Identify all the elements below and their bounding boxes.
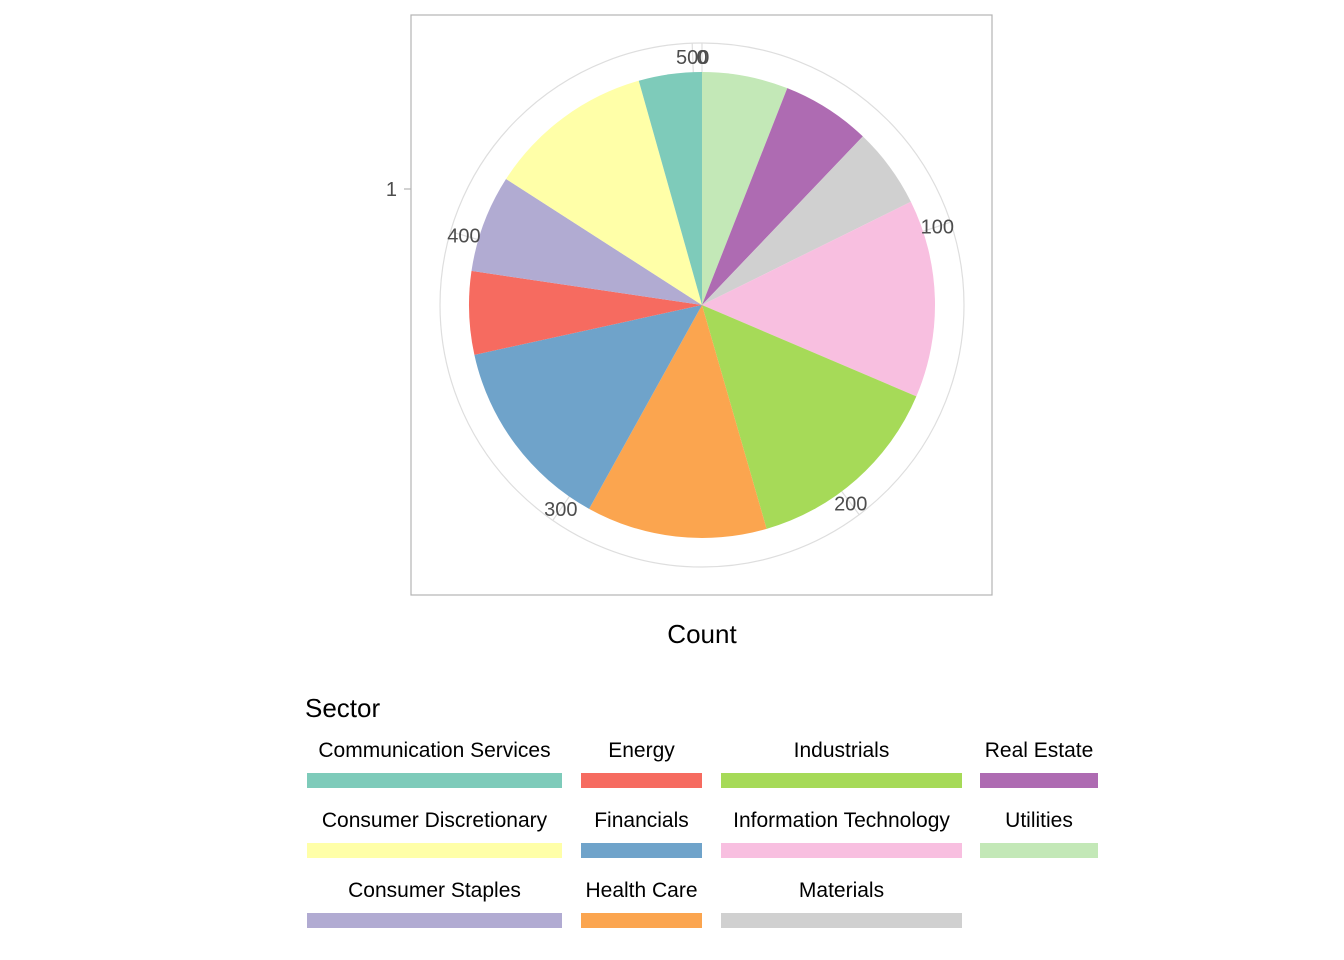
radial-tick-label-300: 300 [544,499,577,521]
legend-label-real-estate: Real Estate [985,739,1094,762]
slice-materials [702,136,911,305]
legend-label-financials: Financials [594,809,689,832]
legend-label-communication-services: Communication Services [318,739,550,762]
legend-label-consumer-staples: Consumer Staples [348,879,521,902]
legend-key-utilities [980,843,1098,858]
legend: Communication Services Consumer Discretio… [307,739,1098,928]
radial-tick-label-100: 100 [921,217,954,239]
legend-title: Sector [305,693,380,723]
legend-label-utilities: Utilities [1005,809,1073,832]
y-axis-tick-label: 1 [386,179,397,201]
legend-key-consumer-staples [307,913,562,928]
slice-health-care [589,305,767,538]
legend-label-health-care: Health Care [585,879,697,902]
legend-key-materials [721,913,962,928]
slice-industrials [702,305,917,529]
radial-tick-label-200: 200 [834,493,867,515]
radial-tick-label-400: 400 [447,225,480,247]
legend-label-materials: Materials [799,879,884,902]
legend-key-energy [581,773,702,788]
legend-key-financials [581,843,702,858]
x-axis-title: Count [667,619,737,649]
pie-slices [469,72,935,538]
slice-financials [474,305,702,509]
slice-utilities [702,72,788,305]
legend-label-energy: Energy [608,739,675,762]
legend-key-industrials [721,773,962,788]
slice-communication-services [638,72,702,305]
legend-label-consumer-discretionary: Consumer Discretionary [322,809,548,832]
legend-key-communication-services [307,773,562,788]
slice-energy [469,270,702,355]
legend-key-information-technology [721,843,962,858]
slice-real-estate [702,88,863,305]
legend-key-consumer-discretionary [307,843,562,858]
radial-tick-label-0: 0 [696,47,707,69]
legend-label-industrials: Industrials [794,739,890,762]
slice-information-technology [702,201,935,397]
radial-ticks: 0 100 200 300 400 500 [447,47,954,521]
slice-consumer-staples [471,178,702,305]
slice-consumer-discretionary [506,80,702,305]
radial-tick-label-500: 500 [676,47,709,69]
legend-key-health-care [581,913,702,928]
legend-label-information-technology: Information Technology [733,809,950,832]
legend-key-real-estate [980,773,1098,788]
